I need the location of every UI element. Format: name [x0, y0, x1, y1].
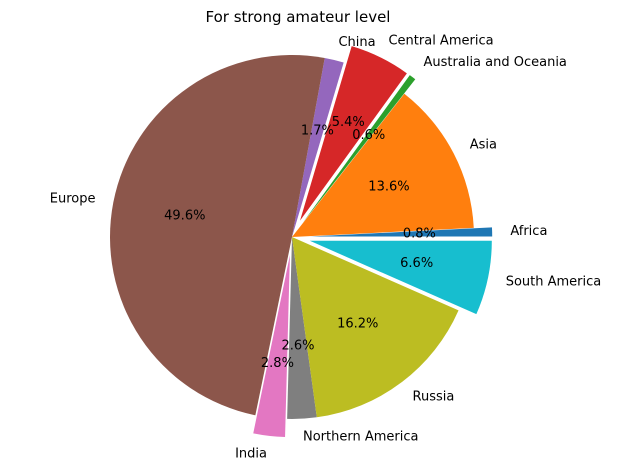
pie-slices — [110, 46, 493, 438]
pie-pct-central-america: 5.4% — [332, 115, 365, 130]
pie-pct-asia: 13.6% — [368, 179, 409, 194]
pie-pct-india: 2.8% — [261, 356, 294, 371]
chart-title: For strong amateur level — [206, 8, 391, 26]
pie-pct-europe: 49.6% — [164, 209, 205, 224]
pie-label-africa: Africa — [510, 224, 547, 239]
pie-slice-northern-america — [287, 237, 317, 419]
pie-label-india: India — [235, 446, 267, 461]
pie-slice-asia — [292, 93, 474, 237]
pie-label-australia-and-oceania: Australia and Oceania — [424, 55, 567, 70]
pie-slice-south-america — [309, 240, 492, 315]
pie-slice-australia-and-oceania — [302, 75, 416, 223]
pie-slice-china — [292, 57, 344, 238]
pie-slice-india — [253, 255, 290, 438]
pie-pct-south-america: 6.6% — [400, 256, 433, 271]
pie-label-central-america: Central America — [388, 34, 493, 49]
pie-slice-central-america — [300, 46, 407, 221]
pie-percent-labels: 0.8% 13.6% 0.6%5.4%1.7% 49.6% 2.8% 2.6% 16.2% 6… — [164, 115, 436, 371]
pie-pct-russia: 16.2% — [337, 317, 378, 332]
pie-label-russia: Russia — [413, 389, 455, 404]
pie-label-asia: Asia — [470, 137, 497, 152]
pie-label-europe: Europe — [50, 191, 96, 206]
pie-pct-africa: 0.8% — [403, 226, 436, 241]
pie-label-south-america: South America — [506, 275, 602, 290]
pie-pct-northern-america: 2.6% — [281, 339, 314, 354]
pie-slice-africa — [310, 227, 493, 237]
pie-label-northern-america: Northern America — [303, 429, 418, 444]
pie-slice-russia — [292, 237, 459, 418]
pie-pct-australia-and-oceania: 0.6% — [352, 128, 385, 143]
pie-pct-china: 1.7% — [301, 123, 334, 138]
pie-label-china: China — [338, 35, 375, 50]
pie-labels: Africa Asia Australia and Oceania Central A… — [50, 34, 602, 462]
pie-slice-europe — [110, 55, 325, 416]
